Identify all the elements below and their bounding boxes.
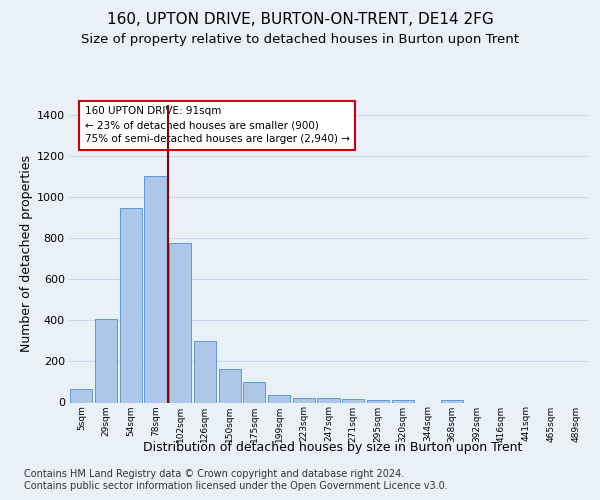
Bar [342,400,364,402]
Bar [441,400,463,402]
Text: Size of property relative to detached houses in Burton upon Trent: Size of property relative to detached ho… [81,32,519,46]
Bar [95,320,117,402]
Bar [243,382,265,402]
Bar [367,400,389,402]
Bar [317,398,340,402]
Bar [169,244,191,402]
Bar [392,400,414,402]
Bar [293,398,315,402]
Bar [119,208,142,402]
Text: 160, UPTON DRIVE, BURTON-ON-TRENT, DE14 2FG: 160, UPTON DRIVE, BURTON-ON-TRENT, DE14 … [107,12,493,28]
Text: Contains public sector information licensed under the Open Government Licence v3: Contains public sector information licen… [24,481,448,491]
Bar [70,389,92,402]
Text: Distribution of detached houses by size in Burton upon Trent: Distribution of detached houses by size … [143,441,523,454]
Bar [218,368,241,402]
Text: 160 UPTON DRIVE: 91sqm
← 23% of detached houses are smaller (900)
75% of semi-de: 160 UPTON DRIVE: 91sqm ← 23% of detached… [85,106,350,144]
Bar [145,176,167,402]
Bar [194,341,216,402]
Y-axis label: Number of detached properties: Number of detached properties [20,155,32,352]
Text: Contains HM Land Registry data © Crown copyright and database right 2024.: Contains HM Land Registry data © Crown c… [24,469,404,479]
Bar [268,394,290,402]
